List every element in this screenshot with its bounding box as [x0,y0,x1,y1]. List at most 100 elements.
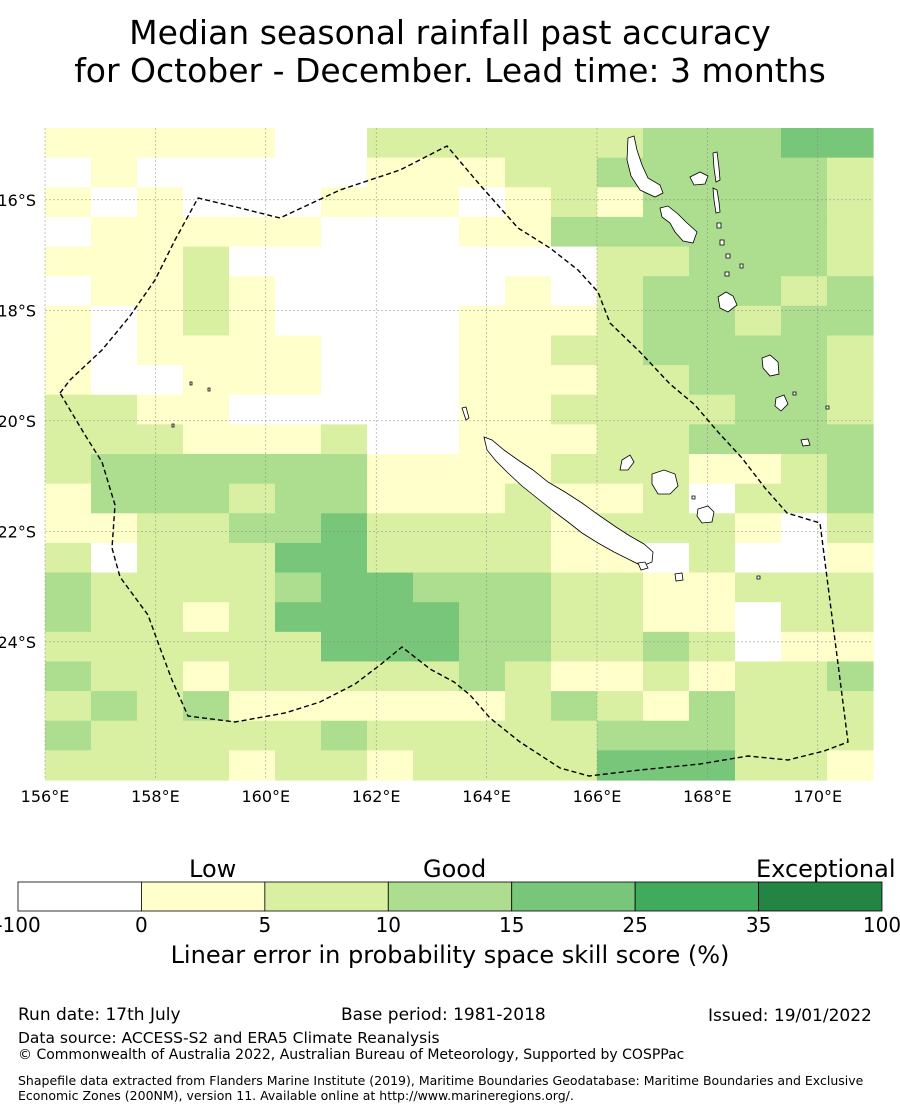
grid-cell [459,661,506,692]
grid-cell [91,691,138,722]
grid-cell [597,246,644,277]
grid-cell [551,454,598,485]
grid-cell [827,572,874,603]
grid-cell [597,335,644,366]
grid-cell [597,394,644,425]
grid-cell [275,483,322,514]
grid-cell [413,365,460,396]
grid-cell [781,691,828,722]
lon-tick-label: 162°E [352,787,401,806]
grid-cell [735,513,782,544]
data-source: Data source: ACCESS-S2 and ERA5 Climate … [18,1029,440,1047]
lat-tick-label: 24°S [0,633,36,652]
grid-cell [735,602,782,633]
grid-cell [229,691,276,722]
grid-cell [781,720,828,751]
grid-cell [91,454,138,485]
grid-cell [597,661,644,692]
grid-cell [827,335,874,366]
grid-cell [827,128,874,159]
grid-cell [597,572,644,603]
run-date: Run date: 17th July [18,1005,181,1025]
grid-cell [45,602,92,633]
grid-cell [781,454,828,485]
grid-cell [321,305,368,337]
grid-cell [367,631,414,663]
island-grande-terre [483,436,654,567]
grid-cell [321,513,368,544]
grid-cell [321,335,368,366]
grid-cell [137,246,184,277]
grid-cell [597,424,644,455]
grid-cell [827,602,874,633]
grid-cell [827,246,874,277]
grid-cell [321,216,368,248]
colorbar-tick-label: 25 [622,913,647,937]
grid-cell [505,305,552,337]
grid-cell [183,720,230,751]
grid-cell [45,394,92,425]
grid-cell [735,157,782,188]
grid-cell [183,246,230,277]
grid-cell [689,365,736,396]
grid-cell [367,276,414,307]
grid-cell [275,335,322,366]
grid-cell [45,128,92,159]
grid-cell [827,750,874,781]
grid-cell [367,394,414,425]
grid-cell [367,335,414,366]
grid-cell [91,602,138,633]
grid-cell [229,187,276,218]
lon-tick-label: 170°E [793,787,842,806]
grid-cell [229,602,276,633]
grid-cell [183,128,230,159]
grid-cell [781,187,828,218]
grid-cell [45,513,92,544]
colorbar-segment [758,881,883,912]
grid-cell [321,661,368,692]
grid-cell [91,216,138,248]
grid-cell [45,691,92,722]
grid-cell [183,394,230,425]
grid-cell [229,720,276,751]
grid-cell [459,572,506,603]
grid-cell [459,276,506,307]
grid-cell [413,394,460,425]
island-chesterfield-1 [189,381,193,386]
grid-cell [229,483,276,514]
grid-cell [505,424,552,455]
grid-cell [781,157,828,188]
grid-cell [275,157,322,188]
grid-cell [781,246,828,277]
map-title-line-1: Median seasonal rainfall past accuracy [129,13,771,52]
grid-cell [91,157,138,188]
lon-tick-label: 156°E [21,787,70,806]
grid-cell [229,305,276,337]
grid-cell [459,750,506,781]
colorbar-tick-label: 5 [258,913,271,937]
grid-cell [551,187,598,218]
grid-cell [459,365,506,396]
grid-cell [275,365,322,396]
island-chesterfield-3 [171,423,175,428]
grid-cell [45,216,92,248]
island-small-7 [825,405,830,410]
grid-cell [91,394,138,425]
colorbar-tick-label: 10 [376,913,401,937]
grid-cell [137,187,184,218]
grid-cell [413,483,460,514]
grid-cell [735,246,782,277]
grid-cell [505,542,552,574]
grid-cell [827,513,874,544]
island-pentecost [712,187,721,214]
grid-cell [413,424,460,455]
grid-cell [229,572,276,603]
grid-cell [137,513,184,544]
grid-cell [367,691,414,722]
grid-cell [735,424,782,455]
island-matthew [800,438,811,447]
grid-cell [827,305,874,337]
grid-cell [643,335,690,366]
grid-cell [735,187,782,218]
